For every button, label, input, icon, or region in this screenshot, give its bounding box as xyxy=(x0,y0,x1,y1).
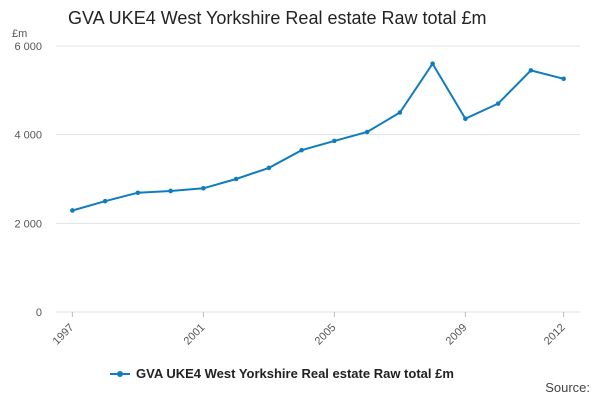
chart-title: GVA UKE4 West Yorkshire Real estate Raw … xyxy=(68,8,487,28)
data-point[interactable] xyxy=(364,129,370,135)
data-point[interactable] xyxy=(168,188,173,194)
y-axis-unit-label: £m xyxy=(12,28,28,40)
series-line xyxy=(72,61,564,212)
y-tick-label: 6 000 xyxy=(14,41,42,53)
y-tick-label: 0 xyxy=(36,307,42,319)
source-label: Source: xyxy=(545,380,590,395)
data-point[interactable] xyxy=(70,208,75,213)
y-tick-label: 2 000 xyxy=(14,218,42,230)
data-point[interactable] xyxy=(528,68,534,73)
data-point[interactable] xyxy=(233,176,239,182)
gridlines xyxy=(56,45,580,313)
x-tick-label: 2009 xyxy=(444,322,470,348)
data-point[interactable] xyxy=(299,147,304,153)
data-point[interactable] xyxy=(102,198,108,204)
data-point[interactable] xyxy=(561,76,566,82)
y-tick-label: 4 000 xyxy=(14,130,42,142)
x-tick-label: 2005 xyxy=(313,322,339,348)
y-axis-ticks: 0 2 000 4 000 6 000 xyxy=(14,41,42,319)
data-point[interactable] xyxy=(430,61,435,67)
x-tick-label: 2012 xyxy=(542,322,568,348)
legend-swatch-icon xyxy=(110,370,130,378)
data-point[interactable] xyxy=(397,110,403,115)
x-tick-label: 1997 xyxy=(51,322,77,348)
legend-label: GVA UKE4 West Yorkshire Real estate Raw … xyxy=(136,366,454,381)
data-point[interactable] xyxy=(201,186,206,191)
x-tick-label: 2001 xyxy=(182,322,208,348)
series-points xyxy=(70,61,566,213)
data-point[interactable] xyxy=(463,116,468,122)
data-point[interactable] xyxy=(332,138,337,144)
data-point[interactable] xyxy=(266,165,272,171)
data-point[interactable] xyxy=(495,101,501,106)
legend[interactable]: GVA UKE4 West Yorkshire Real estate Raw … xyxy=(110,366,454,381)
x-axis-ticks: 1997 2001 2005 2009 2012 xyxy=(51,312,568,347)
data-point[interactable] xyxy=(135,190,141,196)
